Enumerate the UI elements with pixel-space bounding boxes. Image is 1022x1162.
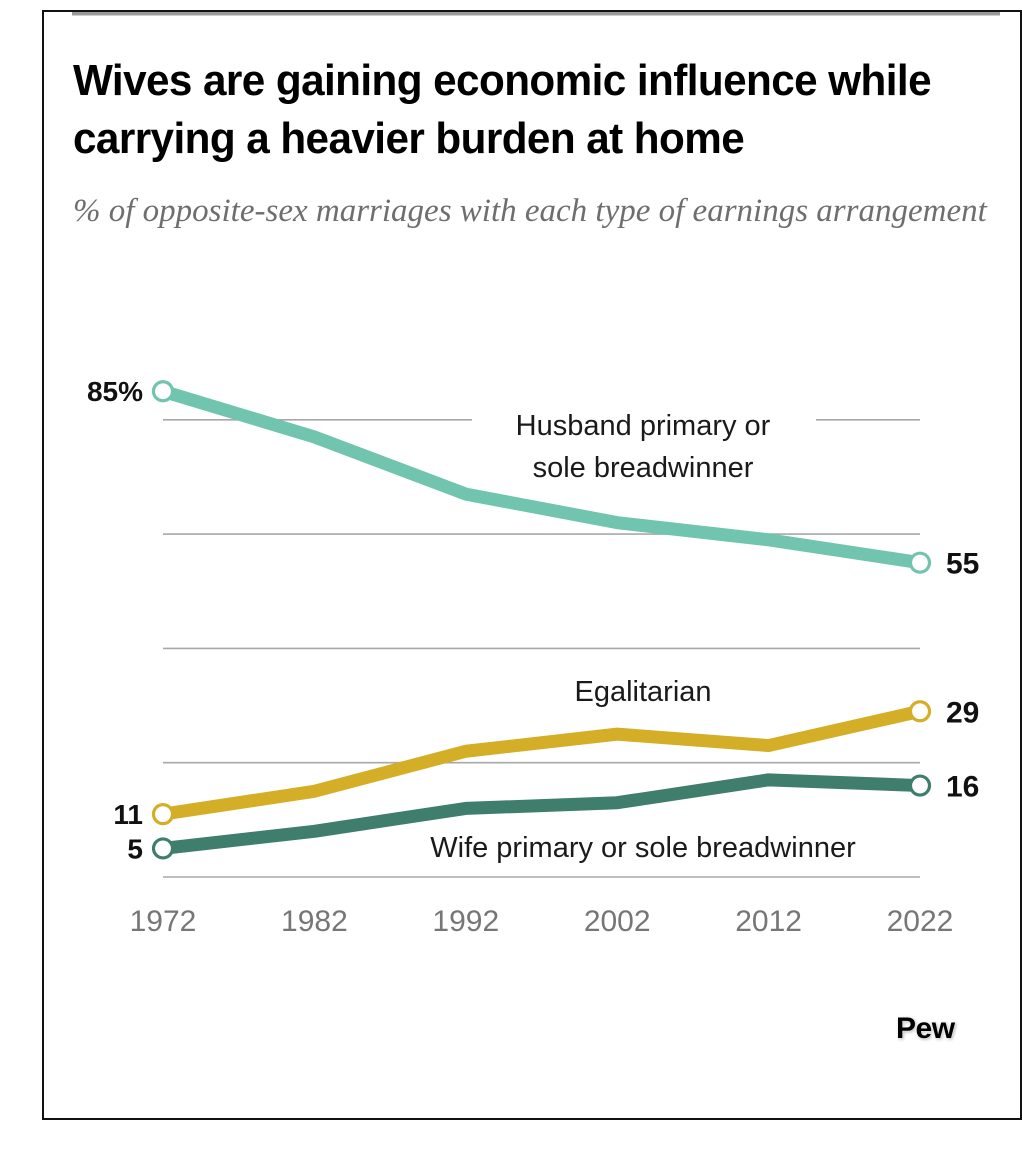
series-annotation-husband: sole breadwinner	[533, 452, 754, 484]
x-tick-label: 1972	[130, 905, 197, 938]
x-tick-label: 2022	[887, 905, 954, 938]
chart-subtitle: % of opposite-sex marriages with each ty…	[73, 193, 987, 229]
end-value-label-wife: 16	[946, 771, 979, 804]
series-line-husband	[156, 384, 927, 570]
chart-text: 1972 1982 1992 2002 2012 2022 85% 55 11 29 5 16 Husb…	[87, 376, 979, 938]
data-point-egalitarian-1972	[151, 803, 175, 826]
pew-logo: Pew	[896, 1012, 955, 1045]
chart-frame	[42, 10, 1022, 1120]
series-lines	[156, 384, 927, 855]
husband-label-background	[472, 400, 816, 444]
series-annotation-husband: Husband primary or	[516, 410, 771, 442]
top-rule	[72, 12, 1000, 16]
series-annotation-egalitarian: Egalitarian	[574, 676, 711, 708]
x-tick-label: 1992	[432, 905, 499, 938]
series-line-egalitarian	[156, 704, 927, 821]
data-point-wife-2022	[908, 774, 932, 797]
end-value-label-egalitarian: 29	[946, 696, 979, 729]
series-line-wife	[156, 773, 927, 855]
x-tick-label: 1982	[281, 905, 348, 938]
chart-title: Wives are gaining economic influence whi…	[73, 56, 932, 163]
data-point-husband-2022	[908, 551, 932, 574]
data-point-husband-1972	[151, 380, 175, 403]
end-value-label-husband: 55	[946, 548, 979, 581]
x-tick-label: 2002	[584, 905, 651, 938]
start-value-label-husband: 85%	[87, 376, 143, 407]
start-value-label-wife: 5	[127, 833, 143, 864]
series-annotation-wife: Wife primary or sole breadwinner	[430, 832, 856, 864]
data-point-wife-1972	[151, 837, 175, 860]
start-value-label-egalitarian: 11	[113, 799, 143, 830]
x-tick-label: 2012	[735, 905, 802, 938]
endpoint-markers	[151, 380, 932, 860]
data-point-egalitarian-2022	[908, 700, 932, 723]
label-backgrounds	[472, 400, 816, 444]
